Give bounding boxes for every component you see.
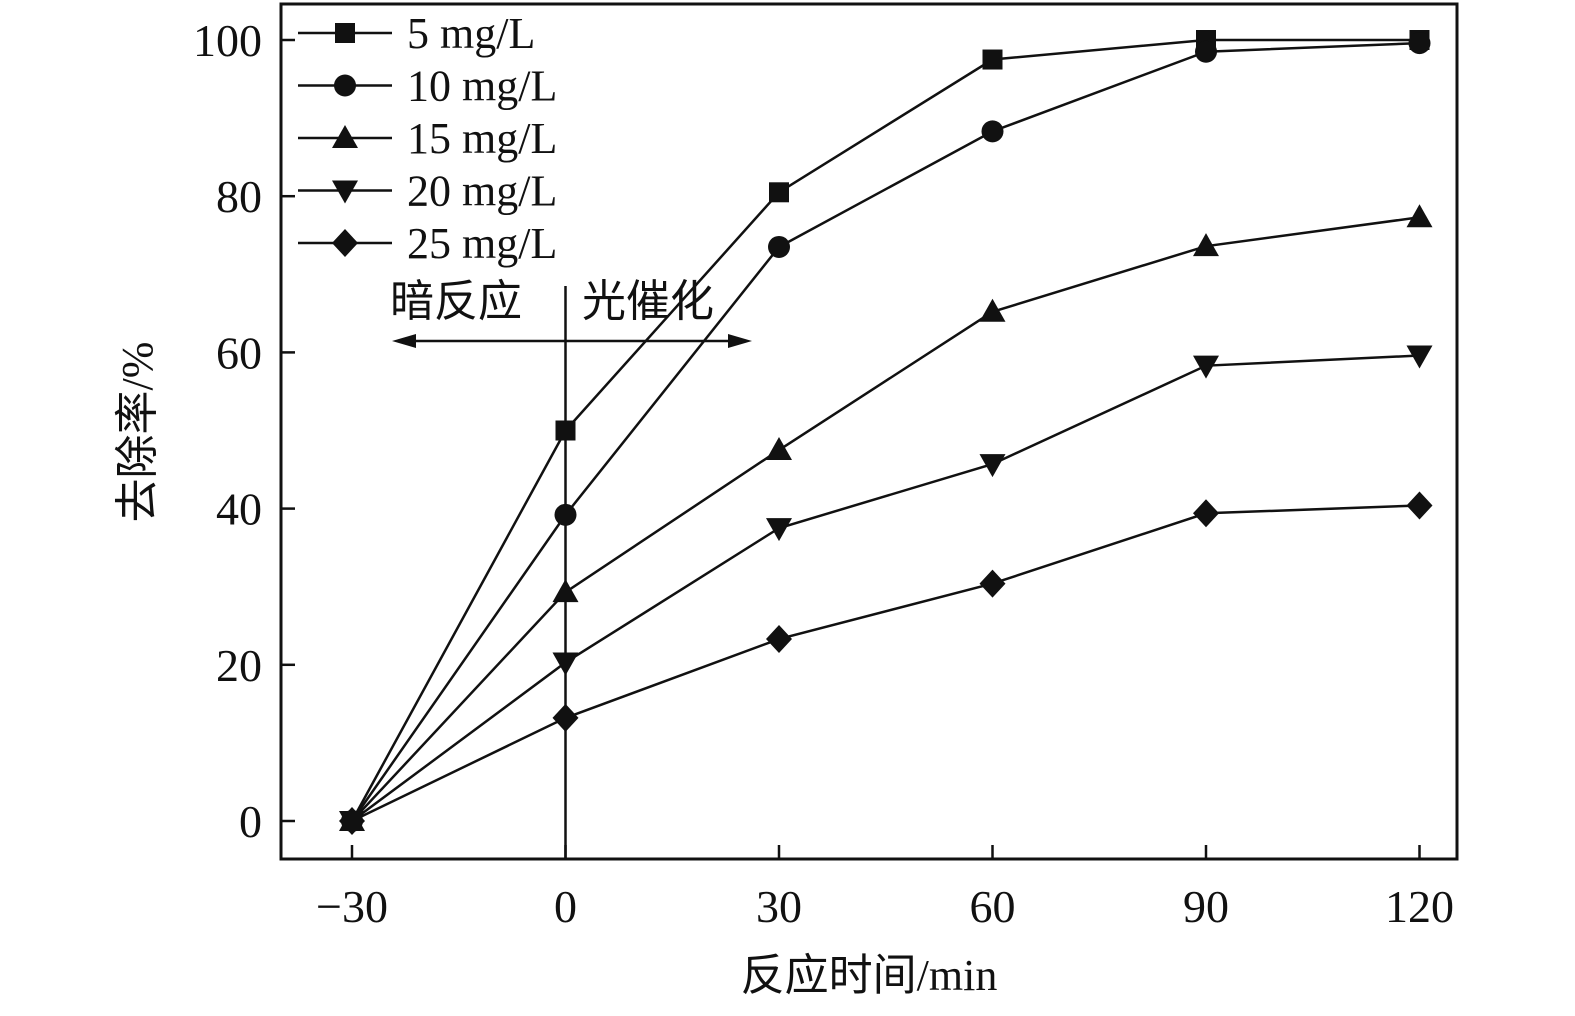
data-point (766, 625, 792, 654)
legend: 5 mg/L10 mg/L15 mg/L20 mg/L25 mg/L (298, 9, 557, 268)
data-point (552, 703, 579, 732)
photocatalysis-label: 光催化 (582, 277, 714, 326)
plot-frame (279, 2, 1459, 861)
data-point (1193, 233, 1219, 257)
series-line (351, 216, 1420, 822)
y-tick-label: 60 (216, 327, 262, 378)
legend-entry: 25 mg/L (298, 219, 557, 268)
y-axis: 0 20 40 60 80 100 (193, 15, 295, 847)
y-axis-title: 去除率/% (113, 342, 162, 523)
legend-entry: 20 mg/L (298, 167, 557, 216)
legend-marker (332, 125, 358, 148)
legend-marker (334, 74, 356, 97)
y-tick-label: 100 (193, 15, 262, 66)
data-point (981, 120, 1004, 143)
x-tick-label: 30 (756, 881, 802, 932)
x-tick-label: 60 (970, 881, 1016, 932)
data-point (768, 235, 790, 258)
data-point (1406, 491, 1433, 520)
data-point (1193, 355, 1219, 379)
legend-entry: 10 mg/L (298, 62, 557, 111)
y-tick-label: 80 (216, 171, 262, 222)
legend-entry: 15 mg/L (298, 114, 557, 163)
series-4 (339, 345, 1433, 834)
data-point (979, 569, 1006, 598)
data-point (1406, 204, 1433, 228)
legend-entry: 5 mg/L (298, 9, 535, 58)
data-point (766, 437, 792, 461)
data-point (1195, 40, 1217, 63)
legend-marker (335, 23, 355, 43)
series-layer (339, 30, 1433, 835)
data-point (769, 182, 789, 203)
arrow-left-head (392, 334, 416, 348)
legend-label: 5 mg/L (407, 9, 535, 58)
x-axis-title: 反应时间/min (741, 951, 998, 1000)
data-point (1193, 499, 1219, 528)
data-point (982, 49, 1003, 70)
legend-label: 15 mg/L (407, 114, 557, 163)
data-point (1408, 32, 1431, 55)
dark-reaction-label: 暗反应 (390, 277, 522, 326)
y-tick-label: 0 (239, 796, 262, 847)
data-point (1406, 345, 1433, 369)
series-line (350, 38, 1420, 822)
x-tick-label: 0 (554, 881, 577, 932)
data-point (552, 579, 579, 603)
phase-annotations: 暗反应 光催化 (390, 277, 714, 326)
series-line (351, 504, 1420, 823)
y-tick-label: 40 (216, 484, 262, 535)
legend-marker (332, 180, 358, 204)
legend-label: 25 mg/L (407, 219, 557, 268)
data-point (555, 420, 576, 441)
series-line (350, 41, 1420, 822)
data-point (766, 518, 792, 542)
data-point (552, 652, 579, 676)
phase-divider (392, 286, 752, 859)
data-point (979, 298, 1006, 322)
data-point (554, 503, 577, 526)
arrow-right-head (728, 334, 752, 348)
series-5 (339, 491, 1433, 835)
x-tick-label: −30 (316, 881, 388, 932)
x-axis: −30 0 30 60 90 120 (316, 845, 1454, 932)
data-point (979, 454, 1006, 478)
x-tick-label: 120 (1385, 881, 1454, 932)
legend-label: 20 mg/L (407, 167, 557, 216)
legend-marker (332, 229, 358, 257)
x-tick-label: 90 (1183, 881, 1229, 932)
data-point (339, 807, 365, 835)
legend-label: 10 mg/L (407, 62, 557, 111)
series-line (351, 354, 1420, 823)
y-tick-label: 20 (216, 640, 262, 691)
